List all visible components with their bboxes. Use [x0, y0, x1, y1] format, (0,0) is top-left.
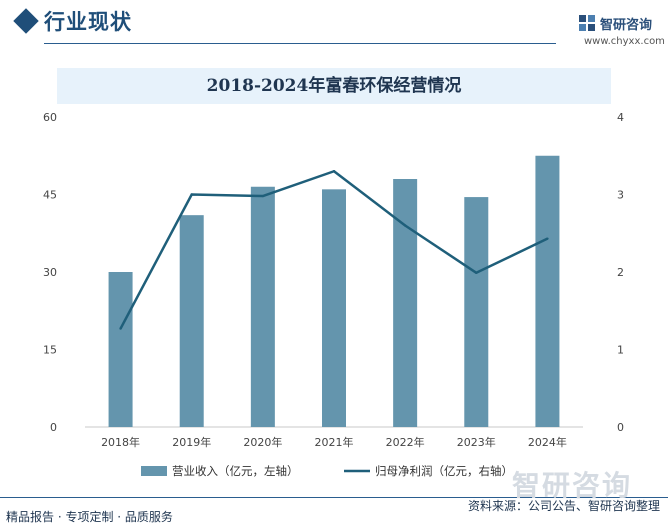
x-tick-label: 2021年	[315, 435, 354, 449]
net-profit-point-2023年	[475, 271, 478, 274]
x-tick-label: 2023年	[457, 435, 496, 449]
header-divider	[44, 43, 556, 44]
y-left-tick-label: 0	[50, 421, 57, 434]
source-note: 资料来源：公司公告、智研咨询整理	[467, 499, 660, 513]
section-title: 行业现状	[44, 10, 132, 34]
chart-title-bar: 2018-2024年富春环保经营情况	[57, 68, 611, 104]
legend-swatch-revenue	[141, 466, 167, 476]
revenue-bar-2024年	[535, 155, 560, 427]
y-right-tick-label: 0	[617, 421, 624, 434]
footer-divider	[0, 497, 668, 498]
revenue-bar-2021年	[322, 189, 346, 427]
brand-logo-icon	[579, 15, 595, 31]
net-profit-point-2024年	[546, 237, 549, 240]
x-tick-label: 2022年	[386, 435, 425, 449]
x-tick-label: 2019年	[172, 435, 211, 449]
y-right-tick-label: 4	[617, 111, 624, 124]
y-left-tick-label: 60	[43, 111, 57, 124]
net-profit-point-2019年	[190, 193, 193, 196]
y-right-tick-label: 3	[617, 189, 624, 202]
revenue-bar-2019年	[179, 215, 204, 427]
section-header: 行业现状	[0, 0, 668, 50]
brand-logo: 智研咨询 www.chyxx.com	[578, 12, 665, 48]
brand-url: www.chyxx.com	[584, 36, 665, 47]
footer-tagline: 精品报告 · 专项定制 · 品质服务	[6, 510, 173, 524]
revenue-bar-2023年	[464, 197, 489, 427]
revenue-bar-2022年	[393, 179, 418, 427]
y-right-tick-label: 1	[617, 344, 624, 357]
chart-title: 2018-2024年富春环保经营情况	[206, 76, 462, 96]
revenue-bar-2018年	[108, 272, 133, 427]
net-profit-point-2022年	[403, 224, 407, 227]
legend-label-net-profit: 归母净利润（亿元，右轴）	[375, 464, 513, 478]
y-left-tick-label: 15	[43, 344, 57, 357]
net-profit-point-2020年	[261, 194, 265, 198]
net-profit-point-2018年	[119, 327, 122, 330]
brand-name: 智研咨询	[600, 18, 653, 33]
footer-watermark: 智研咨询	[511, 469, 632, 502]
x-tick-label: 2018年	[101, 435, 140, 449]
x-tick-label: 2020年	[243, 435, 282, 449]
y-right-tick-label: 2	[617, 266, 624, 279]
y-left-tick-label: 30	[43, 266, 57, 279]
revenue-bar-2020年	[250, 186, 275, 427]
x-tick-label: 2024年	[528, 435, 567, 449]
net-profit-point-2021年	[332, 170, 336, 173]
y-left-tick-label: 45	[43, 189, 57, 202]
legend-label-revenue: 营业收入（亿元，左轴）	[172, 464, 299, 478]
